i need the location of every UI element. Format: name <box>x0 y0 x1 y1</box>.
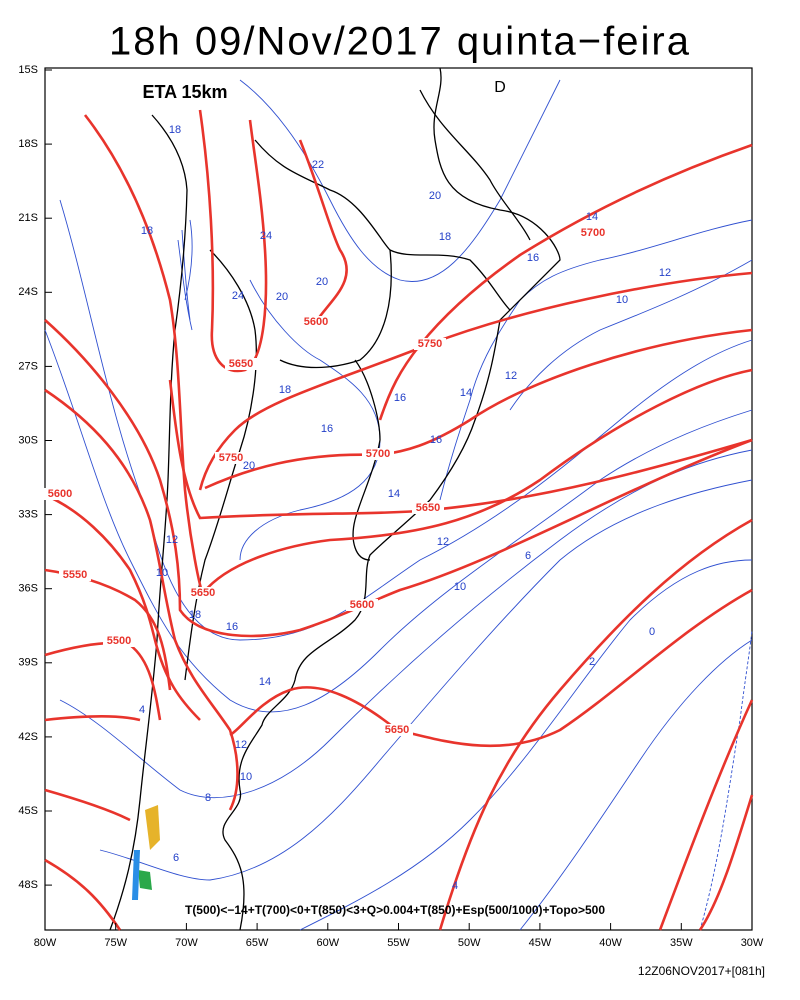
label-backdrop <box>300 316 332 328</box>
thickness-label: 0 <box>649 626 655 638</box>
lat-label: 24S <box>18 286 38 298</box>
thickness-label: 12 <box>437 536 449 548</box>
map-frame <box>44 67 753 931</box>
label-backdrop <box>103 635 135 647</box>
lat-label: 27S <box>18 360 38 372</box>
geopotential-label: 5750 <box>418 338 442 350</box>
geopotential-label: 5650 <box>191 587 215 599</box>
coastline <box>109 67 561 931</box>
thickness-label: 10 <box>240 771 252 783</box>
lat-label: 33S <box>18 509 38 521</box>
label-backdrop <box>59 569 91 581</box>
lon-label: 75W <box>104 937 127 949</box>
shaded-areas <box>132 805 160 900</box>
lon-label: 60W <box>316 937 339 949</box>
label-backdrop <box>44 488 76 500</box>
map-title: 18h 09/Nov/2017 quinta−feira <box>109 20 691 64</box>
label-backdrop <box>414 338 446 350</box>
geopotential-label: 5550 <box>63 569 87 581</box>
thickness-label: 10 <box>156 567 168 579</box>
thickness-label: 2 <box>589 656 595 668</box>
thickness-label: 14 <box>460 387 472 399</box>
thickness-label: 18 <box>279 384 291 396</box>
lat-label: 30S <box>18 434 38 446</box>
label-backdrop <box>225 358 257 370</box>
thickness-label: 6 <box>173 852 179 864</box>
lat-label: 15S <box>18 64 38 76</box>
thickness-label: 20 <box>316 276 328 288</box>
field-legend: T(500)<−14+T(700)<0+T(850)<3+Q>0.004+T(8… <box>185 903 605 917</box>
thickness-label: 18 <box>439 231 451 243</box>
label-backdrop <box>346 599 378 611</box>
thickness-label: 16 <box>394 392 406 404</box>
thickness-label: 10 <box>454 581 466 593</box>
geopotential-label: 5650 <box>229 358 253 370</box>
geopotential-label: 5700 <box>581 227 605 239</box>
label-backdrop <box>412 502 444 514</box>
thickness-label: 6 <box>525 550 531 562</box>
lat-label: 36S <box>18 583 38 595</box>
run-label: 12Z06NOV2017+[081h] <box>638 964 765 978</box>
lon-label: 50W <box>458 937 481 949</box>
thickness-label: 24 <box>232 290 244 302</box>
thickness-label: 12 <box>166 534 178 546</box>
geopotential-label: 5650 <box>385 724 409 736</box>
lat-label: 39S <box>18 657 38 669</box>
thickness-label: 22 <box>312 159 324 171</box>
thickness-label: 4 <box>452 880 458 892</box>
thickness-label: 14 <box>586 211 598 223</box>
lon-label: 45W <box>529 937 552 949</box>
label-backdrop <box>362 448 394 460</box>
thickness-label: 16 <box>226 621 238 633</box>
red-contours <box>44 109 754 931</box>
lat-label: 18S <box>18 138 38 150</box>
thickness-label: 16 <box>527 252 539 264</box>
geopotential-label: 5600 <box>350 599 374 611</box>
thickness-label: 18 <box>189 609 201 621</box>
lon-label: 70W <box>175 937 198 949</box>
geopotential-label: 5750 <box>219 452 243 464</box>
thickness-label: 12 <box>505 370 517 382</box>
lon-label: 55W <box>387 937 410 949</box>
label-backdrop <box>187 587 219 599</box>
lon-label: 35W <box>670 937 693 949</box>
thickness-label: 12 <box>659 267 671 279</box>
label-backdrop <box>381 724 413 736</box>
thickness-label: 4 <box>139 704 145 716</box>
lat-label: 45S <box>18 805 38 817</box>
geopotential-label: 5600 <box>48 488 72 500</box>
label-backdrop <box>215 452 247 464</box>
lon-label: 80W <box>34 937 57 949</box>
lat-label: 21S <box>18 212 38 224</box>
thickness-label: 12 <box>235 739 247 751</box>
thickness-label: 16 <box>321 423 333 435</box>
lon-label: 65W <box>246 937 269 949</box>
label-backdrop <box>577 227 609 239</box>
thickness-label: 14 <box>259 676 271 688</box>
thickness-label: 20 <box>276 291 288 303</box>
marker: D <box>494 79 506 96</box>
thickness-label: 14 <box>388 488 400 500</box>
thickness-label: 8 <box>205 792 211 804</box>
lat-label: 42S <box>18 731 38 743</box>
thickness-label: 24 <box>260 230 272 242</box>
thickness-label: 16 <box>430 434 442 446</box>
lon-label: 30W <box>741 937 764 949</box>
geopotential-label: 5600 <box>304 316 328 328</box>
thickness-label: 18 <box>169 124 181 136</box>
lat-label: 48S <box>18 879 38 891</box>
thickness-label: 18 <box>141 225 153 237</box>
thickness-label: 20 <box>243 460 255 472</box>
thickness-label: 10 <box>616 294 628 306</box>
geopotential-label: 5700 <box>366 448 390 460</box>
geopotential-label: 5650 <box>416 502 440 514</box>
lon-label: 40W <box>599 937 622 949</box>
geopotential-label: 5500 <box>107 635 131 647</box>
thickness-label: 20 <box>429 190 441 202</box>
model-label: ETA 15km <box>142 82 227 102</box>
